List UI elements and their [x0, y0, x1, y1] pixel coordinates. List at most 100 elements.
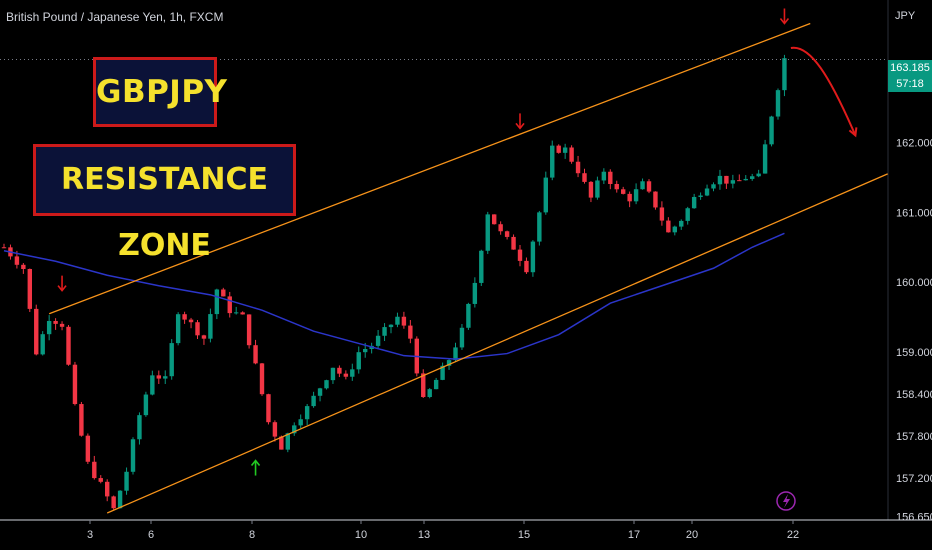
- candle-body: [459, 327, 465, 348]
- candle-body: [769, 116, 774, 145]
- candle-body: [653, 191, 658, 208]
- candle-body: [298, 419, 303, 426]
- forecast-curve: [790, 46, 858, 138]
- candle-body: [640, 181, 645, 190]
- forecast-arrowhead: [848, 127, 858, 138]
- candles: [1, 54, 787, 510]
- candle-body: [408, 325, 413, 339]
- candle-body: [530, 241, 536, 273]
- x-tick-label: 13: [418, 529, 430, 541]
- candle-body: [543, 177, 548, 213]
- y-tick-label: 161.000: [896, 207, 932, 219]
- lightning-icon[interactable]: [776, 491, 796, 511]
- candle-body: [105, 481, 110, 497]
- candle-body: [227, 296, 232, 314]
- candle-body: [163, 376, 168, 379]
- currency-label: JPY: [895, 10, 916, 22]
- candle-body: [569, 147, 574, 162]
- candle-body: [679, 220, 684, 227]
- candle-body: [34, 308, 39, 355]
- candle-body: [375, 335, 381, 346]
- candle-body: [743, 178, 748, 181]
- candle-body: [311, 395, 316, 407]
- candle-body: [427, 389, 432, 398]
- y-tick-label: 162.000: [896, 137, 932, 149]
- candle-body: [433, 379, 439, 390]
- candle-body: [214, 289, 220, 315]
- candle-body: [691, 196, 697, 209]
- candle-body: [79, 404, 84, 436]
- time-axis[interactable]: 3 6 8 10 13 15 17 20 22: [87, 520, 799, 541]
- candle-body: [698, 195, 703, 197]
- candle-body: [1, 247, 7, 249]
- candle-body: [504, 231, 510, 237]
- candle-body: [550, 145, 555, 178]
- candle-body: [279, 436, 284, 450]
- candle-body: [175, 314, 181, 344]
- candle-body: [85, 435, 91, 462]
- last-price-tag: 163.185: [888, 60, 932, 76]
- candle-body: [253, 345, 258, 364]
- candle-body: [479, 250, 484, 283]
- candle-body: [575, 161, 581, 174]
- candle-body: [169, 343, 174, 377]
- channel-upper-line: [48, 22, 811, 315]
- forecast-path: [790, 46, 857, 136]
- candle-body: [756, 173, 761, 177]
- candle-body: [717, 175, 723, 185]
- candle-body: [524, 260, 529, 273]
- candle-body: [498, 224, 503, 232]
- candle-body: [59, 323, 65, 327]
- x-tick-label: 6: [148, 529, 154, 541]
- candle-body: [130, 439, 136, 472]
- candle-body: [730, 180, 736, 184]
- arrow-markers: [57, 8, 790, 476]
- candle-body: [492, 214, 497, 225]
- candle-body: [685, 208, 690, 221]
- arrow-down-head: [57, 285, 67, 292]
- candle-body: [614, 183, 619, 190]
- candle-body: [440, 365, 445, 380]
- candle-body: [221, 289, 226, 297]
- arrow-down-head: [779, 18, 790, 25]
- candle-body: [395, 316, 400, 325]
- candle-body: [27, 269, 32, 309]
- y-tick-label: 157.200: [896, 473, 932, 485]
- candle-body: [143, 394, 149, 416]
- candle-body: [201, 335, 207, 339]
- moving-average-line: [3, 232, 785, 360]
- candle-body: [53, 320, 58, 324]
- pair-label: GBPJPY: [93, 57, 227, 127]
- candle-body: [304, 406, 310, 420]
- y-tick-label: 159.000: [896, 347, 932, 359]
- candle-body: [98, 478, 103, 482]
- arrow-down-head: [515, 122, 525, 130]
- x-tick-label: 15: [518, 529, 530, 541]
- arrow-up-head: [250, 459, 261, 467]
- candle-body: [556, 145, 561, 153]
- candle-body: [363, 349, 368, 353]
- candle-body: [446, 360, 452, 366]
- y-tick-label: 157.800: [896, 431, 932, 443]
- candle-body: [182, 314, 187, 320]
- candle-body: [72, 364, 78, 405]
- candle-body: [21, 264, 26, 270]
- candle-body: [537, 212, 542, 242]
- candle-body: [750, 176, 755, 179]
- candle-body: [562, 147, 568, 153]
- candle-body: [588, 181, 594, 198]
- price-axis[interactable]: 162.000 161.000 160.000 159.000 158.400 157.8…: [896, 137, 932, 523]
- candle-body: [285, 433, 290, 450]
- candle-body: [666, 220, 671, 233]
- candle-body: [511, 236, 516, 250]
- candle-body: [14, 256, 20, 265]
- candle-body: [356, 352, 361, 370]
- candle-body: [775, 90, 781, 117]
- candle-body: [711, 184, 716, 189]
- resistance-zone-label: RESISTANCE ZONE: [33, 144, 296, 263]
- channel-lower-line: [106, 173, 888, 514]
- candle-body: [762, 144, 768, 174]
- candle-body: [188, 319, 194, 323]
- candle-body: [704, 188, 710, 196]
- candle-body: [517, 249, 523, 261]
